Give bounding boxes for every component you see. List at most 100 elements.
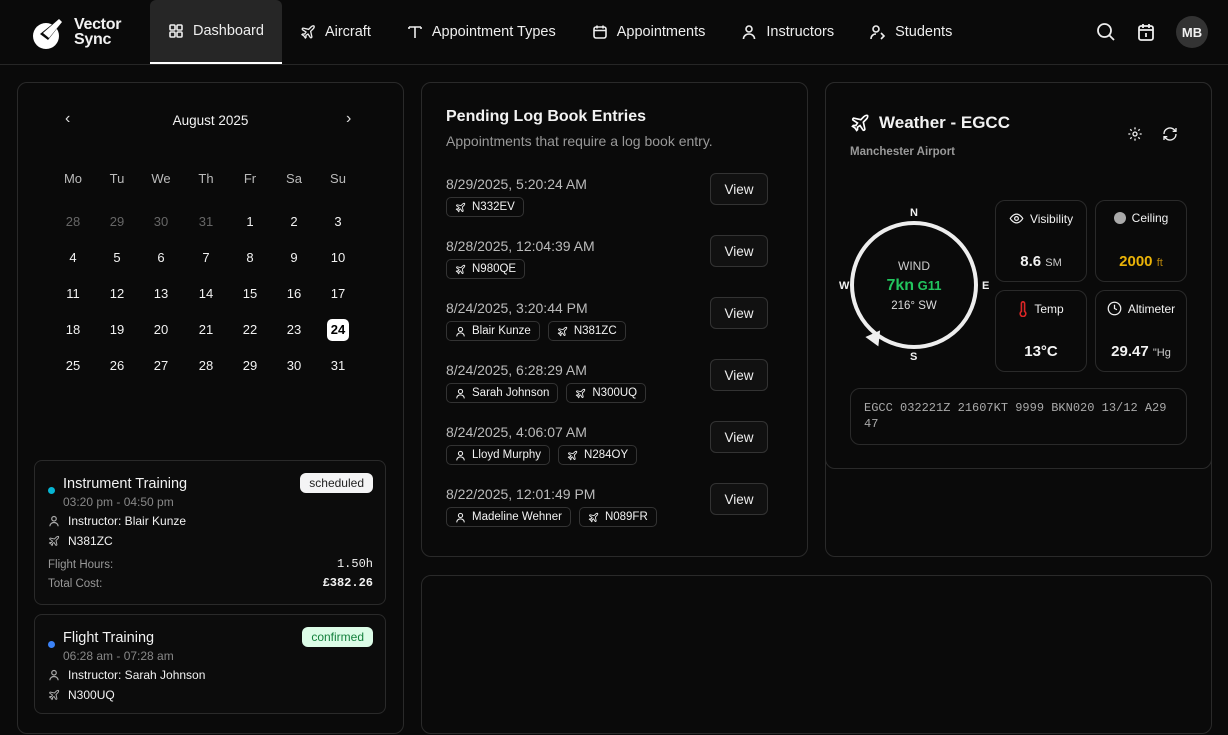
view-button[interactable]: View: [710, 483, 768, 515]
tab-label: Instructors: [766, 24, 835, 40]
entry-date: 8/24/2025, 6:28:29 AM: [446, 362, 587, 378]
altimeter-value: 29.47: [1111, 343, 1149, 360]
visibility-box: Visibility 8.6 SM: [995, 200, 1087, 282]
tab-aircraft[interactable]: Aircraft: [282, 0, 389, 64]
appointment-card[interactable]: Flight Training 06:28 am - 07:28 am confir…: [34, 614, 386, 714]
calendar-day[interactable]: 28: [198, 358, 214, 373]
tab-dashboard[interactable]: Dashboard: [150, 0, 282, 64]
plane-icon: [851, 114, 869, 132]
calendar-day[interactable]: 22: [242, 322, 258, 337]
tab-instructors[interactable]: Instructors: [723, 0, 852, 64]
calendar-day[interactable]: 29: [242, 358, 258, 373]
logbook-entry: 8/24/2025, 4:06:07 AM Lloyd Murphy N284OY V…: [446, 421, 768, 465]
top-nav: Vector Sync Dashboard Aircraft Appointment …: [0, 0, 1228, 65]
aircraft-chip: N332EV: [446, 197, 524, 217]
calendar-day[interactable]: 21: [198, 322, 214, 337]
tab-appointment-types[interactable]: Appointment Types: [389, 0, 574, 64]
calendar-day[interactable]: 7: [202, 250, 210, 265]
calendar-day[interactable]: 28: [65, 214, 81, 229]
calendar-day[interactable]: 25: [65, 358, 81, 373]
calendar-day[interactable]: 27: [153, 358, 169, 373]
status-dot: [48, 641, 55, 648]
appointment-aircraft: N300UQ: [68, 688, 115, 702]
weekday-header: Su: [330, 171, 346, 186]
appointment-title: Flight Training: [63, 630, 155, 646]
appointment-aircraft: N381ZC: [68, 534, 113, 548]
calendar-day[interactable]: 15: [242, 286, 258, 301]
calendar-day[interactable]: 24: [327, 319, 349, 341]
calendar-day[interactable]: 29: [109, 214, 125, 229]
plane-icon: [300, 24, 316, 40]
aircraft-chip: N300UQ: [566, 383, 647, 403]
weekday-header: Mo: [63, 171, 83, 186]
calendar-day[interactable]: 9: [290, 250, 298, 265]
aircraft-tail: N300UQ: [592, 387, 638, 399]
calendar-day[interactable]: 26: [109, 358, 125, 373]
calendar-day[interactable]: 8: [246, 250, 254, 265]
calendar-day[interactable]: 23: [286, 322, 302, 337]
calendar-day[interactable]: 12: [109, 286, 125, 301]
calendar-day[interactable]: 20: [153, 322, 169, 337]
calendar-day[interactable]: 10: [330, 250, 346, 265]
calendar-day[interactable]: 11: [66, 286, 80, 301]
calendar-day[interactable]: 30: [153, 214, 169, 229]
calendar-day[interactable]: 19: [109, 322, 125, 337]
settings-icon[interactable]: [1127, 126, 1143, 142]
appointment-time: 03:20 pm - 04:50 pm: [63, 495, 174, 509]
refresh-icon[interactable]: [1162, 126, 1178, 142]
calendar-day[interactable]: 31: [198, 214, 214, 229]
person-chip: Lloyd Murphy: [446, 445, 551, 465]
tab-label: Dashboard: [193, 23, 264, 39]
calendar-day[interactable]: 5: [113, 250, 121, 265]
view-button[interactable]: View: [710, 173, 768, 205]
aircraft-tail: N332EV: [472, 201, 515, 213]
ceiling-value: 2000: [1119, 253, 1153, 270]
tab-appointments[interactable]: Appointments: [574, 0, 724, 64]
tab-students[interactable]: Students: [852, 0, 970, 64]
clock-icon: [1107, 301, 1122, 316]
calendar-day[interactable]: 31: [330, 358, 346, 373]
next-month-button[interactable]: ›: [346, 110, 352, 127]
user-icon: [455, 388, 466, 399]
calendar-day[interactable]: 18: [65, 322, 81, 337]
calendar-icon[interactable]: [1136, 22, 1156, 42]
tab-label: Aircraft: [324, 24, 371, 40]
avatar[interactable]: MB: [1176, 16, 1208, 48]
view-button[interactable]: View: [710, 359, 768, 391]
wind-speed: 7kn: [886, 277, 915, 294]
entry-date: 8/24/2025, 4:06:07 AM: [446, 424, 587, 440]
calendar-day[interactable]: 2: [290, 214, 298, 229]
wind-pointer: [865, 325, 887, 347]
calendar-day[interactable]: 4: [69, 250, 77, 265]
wind-gust: G11: [917, 278, 942, 293]
entry-date: 8/28/2025, 12:04:39 AM: [446, 238, 595, 254]
appointment-instructor: Instructor: Blair Kunze: [68, 514, 187, 528]
view-button[interactable]: View: [710, 235, 768, 267]
entry-date: 8/29/2025, 5:20:24 AM: [446, 176, 587, 192]
view-button[interactable]: View: [710, 421, 768, 453]
weather-title: Weather - EGCC: [879, 113, 1010, 132]
search-icon[interactable]: [1096, 22, 1116, 42]
appointment-card[interactable]: Instrument Training 03:20 pm - 04:50 pm sc…: [34, 460, 386, 605]
compass-e: E: [982, 280, 990, 292]
calendar-day[interactable]: 16: [286, 286, 302, 301]
calendar-day[interactable]: 30: [286, 358, 302, 373]
person-chip: Sarah Johnson: [446, 383, 559, 403]
weather-card: Weather - EGCC Manchester Airport WIND 7…: [825, 82, 1212, 469]
view-button[interactable]: View: [710, 297, 768, 329]
user-icon: [455, 450, 466, 461]
weekday-header: We: [151, 171, 171, 186]
logo[interactable]: Vector Sync: [30, 12, 121, 52]
calendar-day[interactable]: 3: [334, 214, 342, 229]
user-icon: [48, 515, 60, 527]
prev-month-button[interactable]: ‹: [65, 110, 71, 127]
calendar-day[interactable]: 14: [198, 286, 214, 301]
visibility-label: Visibility: [1029, 211, 1074, 226]
calendar-day[interactable]: 17: [330, 286, 346, 301]
calendar-day[interactable]: 6: [157, 250, 165, 265]
calendar-day[interactable]: 1: [246, 214, 254, 229]
weekday-header: Fr: [243, 171, 257, 186]
tab-label: Appointment Types: [431, 24, 556, 40]
compass-w: W: [839, 280, 850, 292]
calendar-day[interactable]: 13: [153, 286, 169, 301]
